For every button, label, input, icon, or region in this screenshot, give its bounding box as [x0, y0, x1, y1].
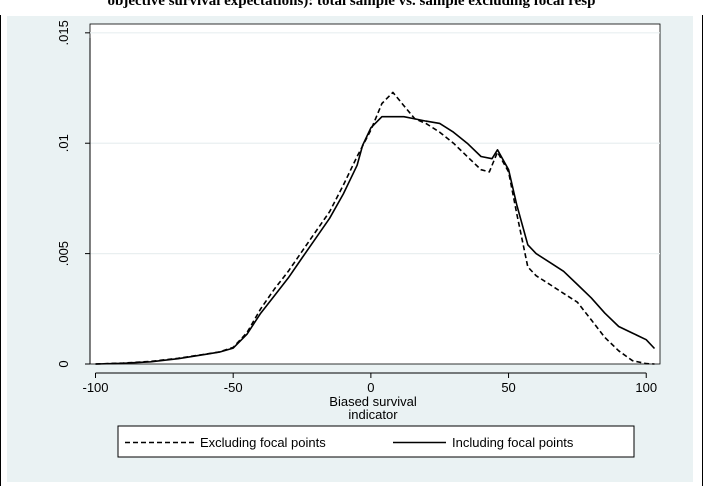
y-tick-label: .005	[56, 241, 71, 266]
x-tick-label: 0	[367, 380, 374, 395]
legend: Excluding focal points Including focal po…	[117, 425, 635, 458]
series-line-including	[95, 115, 656, 365]
x-tick-label: 100	[635, 380, 657, 395]
x-tick-label: 50	[501, 380, 515, 395]
series-lines	[95, 91, 656, 365]
legend-label: Excluding focal points	[200, 435, 326, 450]
figure-caption: objective survival expectations): total …	[107, 0, 596, 9]
plot-area	[89, 23, 661, 365]
gridlines	[90, 32, 660, 255]
x-axis-label-line: Biased survival	[329, 394, 417, 409]
legend-box	[117, 425, 635, 458]
legend-label: Including focal points	[452, 435, 574, 450]
y-tick-label: 0	[56, 360, 71, 367]
x-tick-label: -50	[224, 380, 243, 395]
y-tick-label: .01	[56, 134, 71, 152]
y-tick-label: .015	[56, 20, 71, 45]
axes: 0 .005 .01 .015 -100 -50 0 50 100	[56, 20, 657, 395]
x-tick-label: -100	[82, 380, 108, 395]
x-axis-label-line: indicator	[348, 407, 398, 422]
